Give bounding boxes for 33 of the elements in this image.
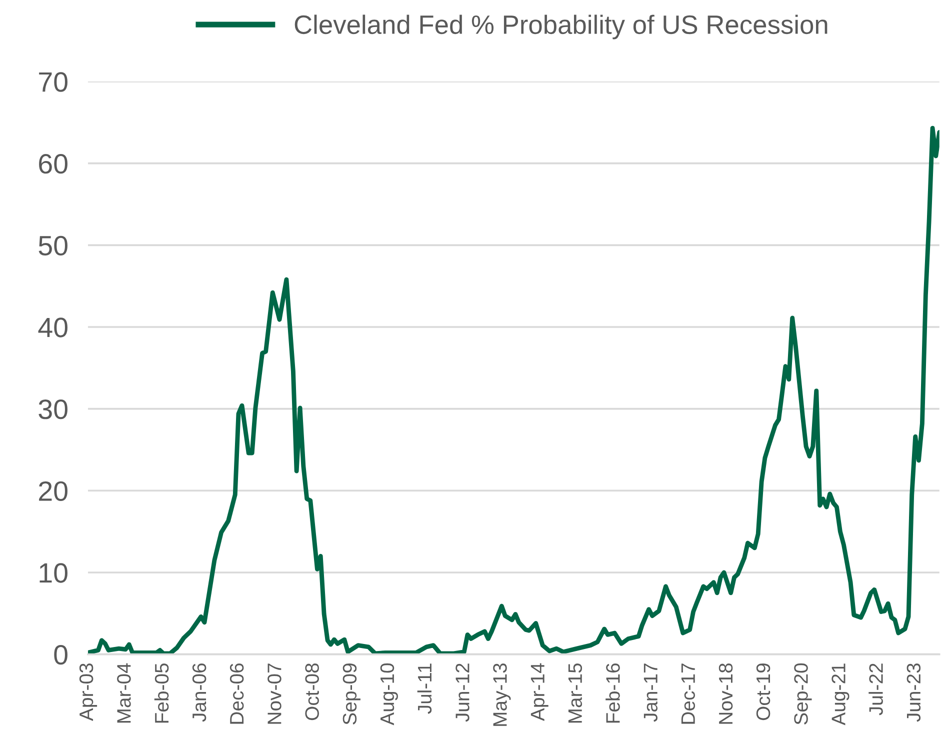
x-tick-label: Feb-16 xyxy=(606,663,620,723)
x-tick-label: Oct-08 xyxy=(305,663,319,720)
x-tick-label: Mar-04 xyxy=(117,663,131,723)
x-tick-label: Jan-17 xyxy=(644,664,658,722)
y-tick-label: 70 xyxy=(39,72,68,92)
x-tick-label: Oct-19 xyxy=(756,664,770,720)
x-tick-label: Apr-14 xyxy=(530,663,548,721)
x-tick-label: Sep-09 xyxy=(342,664,360,724)
x-tick-label: Dec-17 xyxy=(681,664,696,724)
x-tick-label: Mar-15 xyxy=(568,663,582,723)
x-tick-label: Nov-18 xyxy=(718,663,733,724)
x-tick-label: Jun-23 xyxy=(906,663,921,722)
x-tick-label: Feb-05 xyxy=(154,663,169,723)
x-tick-label: May-13 xyxy=(493,663,511,726)
x-tick-label: Jul-22 xyxy=(868,664,883,716)
x-tick-label: Jun-12 xyxy=(456,664,470,722)
y-tick-label: 20 xyxy=(39,481,68,501)
x-tick-label: Dec-06 xyxy=(230,663,244,724)
y-tick-label: 40 xyxy=(38,318,68,338)
x-tick-label: Aug-21 xyxy=(832,664,850,726)
x-tick-label: Sep-20 xyxy=(794,663,812,724)
y-tick-label: 60 xyxy=(39,154,68,174)
x-tick-label: Apr-03 xyxy=(79,663,98,721)
y-tick-label: 30 xyxy=(38,399,68,420)
y-tick-label: 10 xyxy=(40,563,68,583)
y-tick-label: 0 xyxy=(54,644,68,665)
x-tick-label: Jul-11 xyxy=(417,664,432,714)
x-tick-label: Nov-07 xyxy=(268,664,282,724)
x-tick-label: Jan-06 xyxy=(192,663,206,722)
x-tick-label: Aug-10 xyxy=(380,663,398,726)
line-series xyxy=(88,126,940,654)
legend-label: Cleveland Fed % Probability of US Recession xyxy=(294,14,828,40)
y-tick-label: 50 xyxy=(38,236,68,256)
